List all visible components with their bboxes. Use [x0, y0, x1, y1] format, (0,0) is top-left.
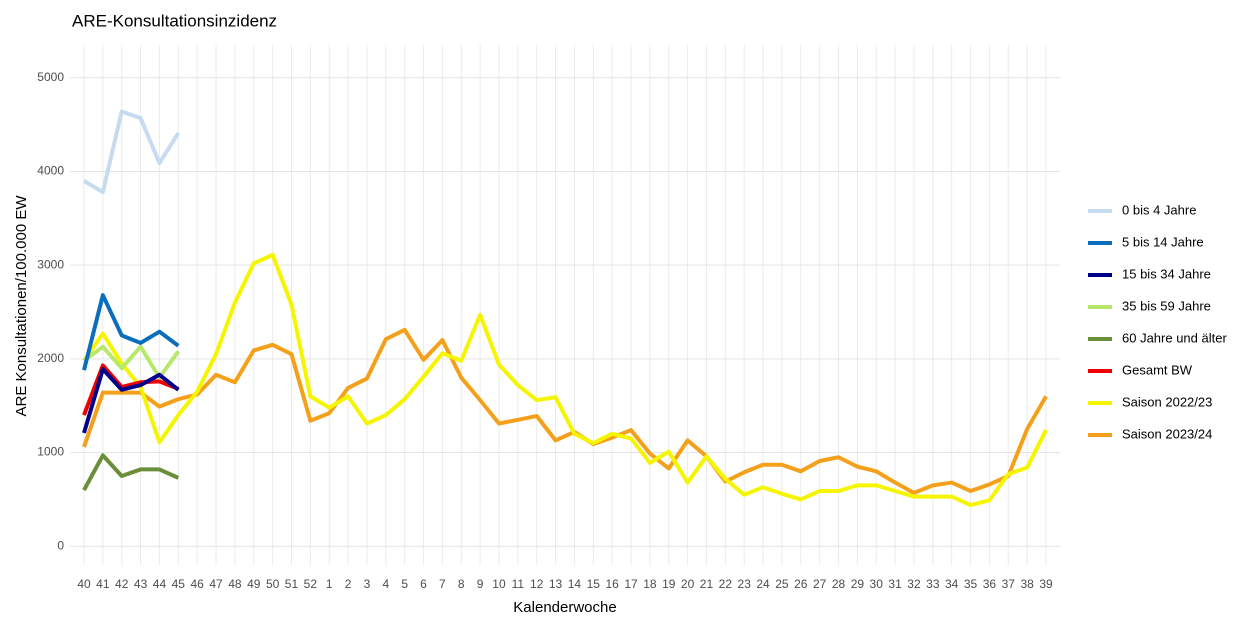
x-tick-label: 6: [420, 577, 427, 591]
x-tick-label: 30: [870, 577, 884, 591]
x-tick-label: 35: [964, 577, 978, 591]
x-tick-label: 7: [439, 577, 446, 591]
y-tick-label: 0: [57, 538, 64, 552]
x-tick-label: 3: [364, 577, 371, 591]
x-tick-label: 42: [115, 577, 129, 591]
x-tick-label: 19: [662, 577, 676, 591]
series-line: [82, 293, 180, 371]
x-tick-label: 34: [945, 577, 959, 591]
legend-label: 60 Jahre und älter: [1122, 330, 1227, 345]
x-tick-label: 39: [1039, 577, 1053, 591]
lines: [82, 109, 1048, 508]
x-tick-label: 16: [605, 577, 619, 591]
x-tick-label: 40: [77, 577, 91, 591]
legend-label: Gesamt BW: [1122, 362, 1193, 377]
x-tick-label: 26: [794, 577, 808, 591]
x-tick-label: 41: [96, 577, 110, 591]
x-tick-label: 28: [832, 577, 846, 591]
legend-label: 35 bis 59 Jahre: [1122, 298, 1211, 313]
x-tick-label: 44: [153, 577, 167, 591]
x-tick-label: 43: [134, 577, 148, 591]
x-tick-label: 11: [512, 577, 525, 591]
x-tick-label: 15: [587, 577, 601, 591]
x-tick-label: 36: [983, 577, 997, 591]
x-tick-label: 20: [681, 577, 695, 591]
x-tick-label: 46: [190, 577, 204, 591]
x-tick-label: 29: [851, 577, 865, 591]
x-tick-label: 37: [1002, 577, 1016, 591]
x-tick-label: 2: [345, 577, 352, 591]
x-tick-label: 31: [888, 577, 902, 591]
x-tick-label: 50: [266, 577, 280, 591]
x-tick-label: 45: [172, 577, 186, 591]
y-tick-label: 1000: [37, 445, 64, 459]
series-line: [82, 453, 180, 492]
y-tick-label: 5000: [37, 70, 64, 84]
x-tick-label: 18: [643, 577, 657, 591]
legend: 0 bis 4 Jahre 5 bis 14 Jahre 15 bis 34 Jah…: [1088, 202, 1227, 441]
x-tick-label: 13: [549, 577, 563, 591]
x-axis-title: Kalenderwoche: [513, 599, 616, 616]
series-line: [82, 344, 180, 380]
x-tick-label: 25: [775, 577, 789, 591]
x-tick-label: 1: [326, 577, 333, 591]
x-tick-label: 27: [813, 577, 827, 591]
x-tick-label: 14: [568, 577, 582, 591]
x-tick-label: 12: [530, 577, 544, 591]
x-tick-label: 24: [756, 577, 770, 591]
x-tick-label: 21: [700, 577, 714, 591]
series-line: [82, 327, 1048, 495]
x-tick-label: 9: [477, 577, 484, 591]
x-tick-label: 8: [458, 577, 465, 591]
x-tick-label: 52: [304, 577, 318, 591]
x-tick-label: 48: [228, 577, 242, 591]
x-tick-label: 10: [492, 577, 506, 591]
x-tick-label: 23: [738, 577, 752, 591]
y-tick-label: 2000: [37, 351, 64, 365]
x-tick-label: 5: [401, 577, 408, 591]
x-tick-label: 17: [624, 577, 638, 591]
legend-label: 15 bis 34 Jahre: [1122, 266, 1211, 281]
y-tick-label: 4000: [37, 164, 64, 178]
legend-label: 5 bis 14 Jahre: [1122, 234, 1204, 249]
x-tick-label: 38: [1020, 577, 1034, 591]
y-tick-label: 3000: [37, 257, 64, 271]
legend-label: Saison 2022/23: [1122, 394, 1212, 409]
series-line: [82, 109, 181, 195]
x-tick-label: 33: [926, 577, 940, 591]
x-tick-label: 51: [285, 577, 299, 591]
chart-title: ARE-Konsultationsinzidenz: [72, 11, 277, 30]
x-tick-label: 22: [719, 577, 733, 591]
legend-label: Saison 2023/24: [1122, 426, 1212, 441]
x-tick-label: 49: [247, 577, 261, 591]
x-tick-label: 47: [209, 577, 223, 591]
series-line: [82, 367, 180, 434]
y-axis-title: ARE Konsultationen/100.000 EW: [13, 195, 30, 417]
series-line: [82, 252, 1048, 508]
x-tick-label: 4: [382, 577, 389, 591]
legend-label: 0 bis 4 Jahre: [1122, 202, 1196, 217]
x-tick-label: 32: [907, 577, 921, 591]
